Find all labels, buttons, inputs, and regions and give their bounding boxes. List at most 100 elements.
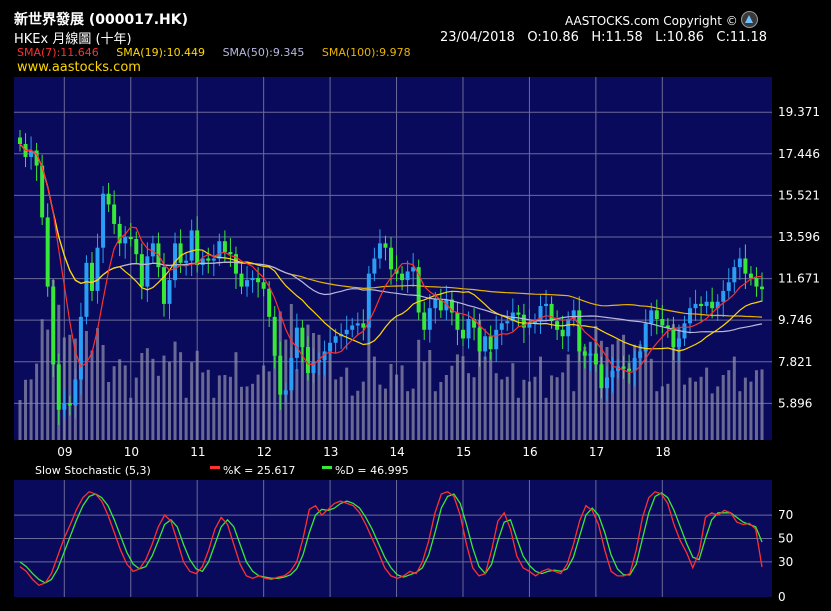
quote-open: O:10.86 bbox=[527, 30, 579, 45]
volume-bar bbox=[195, 350, 199, 440]
year-tick-label: 14 bbox=[390, 445, 405, 459]
stochastic-k-line bbox=[19, 490, 763, 587]
candle-up bbox=[328, 342, 333, 352]
year-tick-label: 18 bbox=[655, 445, 670, 459]
volume-bar bbox=[660, 386, 664, 440]
stochastic-legend-swatch bbox=[210, 466, 220, 469]
stochastic-d-line bbox=[19, 492, 763, 584]
year-tick-label: 11 bbox=[190, 445, 205, 459]
candle-up bbox=[283, 390, 288, 395]
copyright-text: AASTOCKS.com Copyright © bbox=[565, 14, 738, 28]
candle-down bbox=[455, 312, 460, 330]
candle-down bbox=[134, 239, 139, 255]
sma50-legend: SMA(50):9.345 bbox=[222, 46, 305, 59]
volume-bar bbox=[118, 359, 122, 440]
candle-up bbox=[676, 338, 681, 348]
candle-down bbox=[383, 243, 388, 248]
volume-bar bbox=[400, 365, 404, 440]
candle-down bbox=[516, 312, 521, 315]
candle-down bbox=[228, 252, 233, 255]
volume-bar bbox=[107, 382, 111, 440]
candle-up bbox=[317, 360, 322, 363]
candle-down bbox=[51, 286, 56, 365]
candle-down bbox=[416, 267, 421, 313]
candle-down bbox=[206, 258, 211, 261]
volume-bar bbox=[633, 344, 637, 440]
candle-down bbox=[300, 327, 305, 348]
candle-down bbox=[272, 316, 277, 356]
quote-bar: 23/04/2018 O:10.86 H:11.58 L:10.86 C:11.… bbox=[440, 30, 767, 45]
candle-up bbox=[704, 301, 709, 307]
volume-bar bbox=[311, 333, 315, 440]
volume-bar bbox=[234, 352, 238, 440]
volume-bar bbox=[760, 369, 764, 440]
candle-down bbox=[278, 355, 283, 395]
candle-up bbox=[715, 301, 720, 309]
candle-up bbox=[322, 351, 327, 361]
candle-down bbox=[56, 364, 61, 410]
volume-bar bbox=[350, 395, 354, 440]
volume-bar bbox=[228, 376, 232, 440]
volume-bar bbox=[317, 334, 321, 440]
candle-up bbox=[123, 236, 128, 244]
sma100-legend: SMA(100):9.978 bbox=[321, 46, 411, 59]
candle-up bbox=[688, 308, 693, 324]
candle-up bbox=[483, 336, 488, 352]
volume-bar bbox=[450, 365, 454, 440]
candle-up bbox=[78, 316, 83, 380]
candle-up bbox=[588, 353, 593, 356]
volume-bar bbox=[134, 377, 138, 440]
volume-bar bbox=[18, 400, 22, 440]
volume-bar bbox=[428, 350, 432, 440]
candle-down bbox=[267, 288, 272, 317]
candle-up bbox=[84, 262, 89, 317]
candle-down bbox=[748, 273, 753, 278]
volume-bar bbox=[489, 351, 493, 440]
stochastic-legend-label: %D = 46.995 bbox=[335, 464, 409, 477]
candle-up bbox=[366, 273, 371, 328]
candle-down bbox=[128, 236, 133, 240]
volume-bar bbox=[505, 376, 509, 440]
volume-bar bbox=[184, 397, 188, 440]
volume-bar bbox=[732, 356, 736, 440]
candle-up bbox=[721, 290, 726, 302]
candle-up bbox=[444, 299, 449, 311]
website-link[interactable]: www.aastocks.com bbox=[17, 60, 141, 75]
volume-bar bbox=[129, 397, 133, 440]
candle-down bbox=[67, 403, 72, 406]
candle-up bbox=[167, 280, 172, 304]
candle-down bbox=[239, 273, 244, 287]
volume-bar bbox=[738, 391, 742, 440]
candle-down bbox=[89, 262, 94, 291]
volume-bar bbox=[256, 374, 260, 440]
volume-bar bbox=[561, 372, 565, 440]
sma7-line bbox=[19, 143, 763, 374]
volume-bar bbox=[671, 324, 675, 440]
price-tick-label: 5.896 bbox=[778, 396, 812, 410]
volume-bar bbox=[24, 379, 28, 440]
volume-bar bbox=[306, 324, 310, 440]
sma19-legend: SMA(19):10.449 bbox=[116, 46, 206, 59]
volume-bar bbox=[655, 391, 659, 440]
candle-up bbox=[73, 379, 78, 406]
volume-bar bbox=[173, 341, 177, 440]
volume-bar bbox=[367, 324, 371, 440]
year-tick-label: 10 bbox=[124, 445, 139, 459]
volume-bar bbox=[156, 375, 160, 440]
price-tick-label: 9.746 bbox=[778, 313, 812, 327]
candle-up bbox=[732, 267, 737, 283]
volume-bar bbox=[46, 329, 50, 440]
volume-bar bbox=[339, 376, 343, 440]
volume-bar bbox=[688, 377, 692, 440]
volume-bar bbox=[361, 381, 365, 440]
candle-down bbox=[139, 254, 144, 287]
candle-down bbox=[671, 327, 676, 348]
stochastic-tick-label: 50 bbox=[778, 532, 793, 546]
quote-date: 23/04/2018 bbox=[440, 30, 515, 45]
volume-bar bbox=[550, 375, 554, 440]
stochastic-title: Slow Stochastic (5,3) bbox=[35, 464, 151, 477]
volume-bar bbox=[273, 318, 277, 440]
volume-bar bbox=[239, 386, 243, 440]
candle-up bbox=[499, 323, 504, 330]
candle-down bbox=[261, 282, 266, 289]
